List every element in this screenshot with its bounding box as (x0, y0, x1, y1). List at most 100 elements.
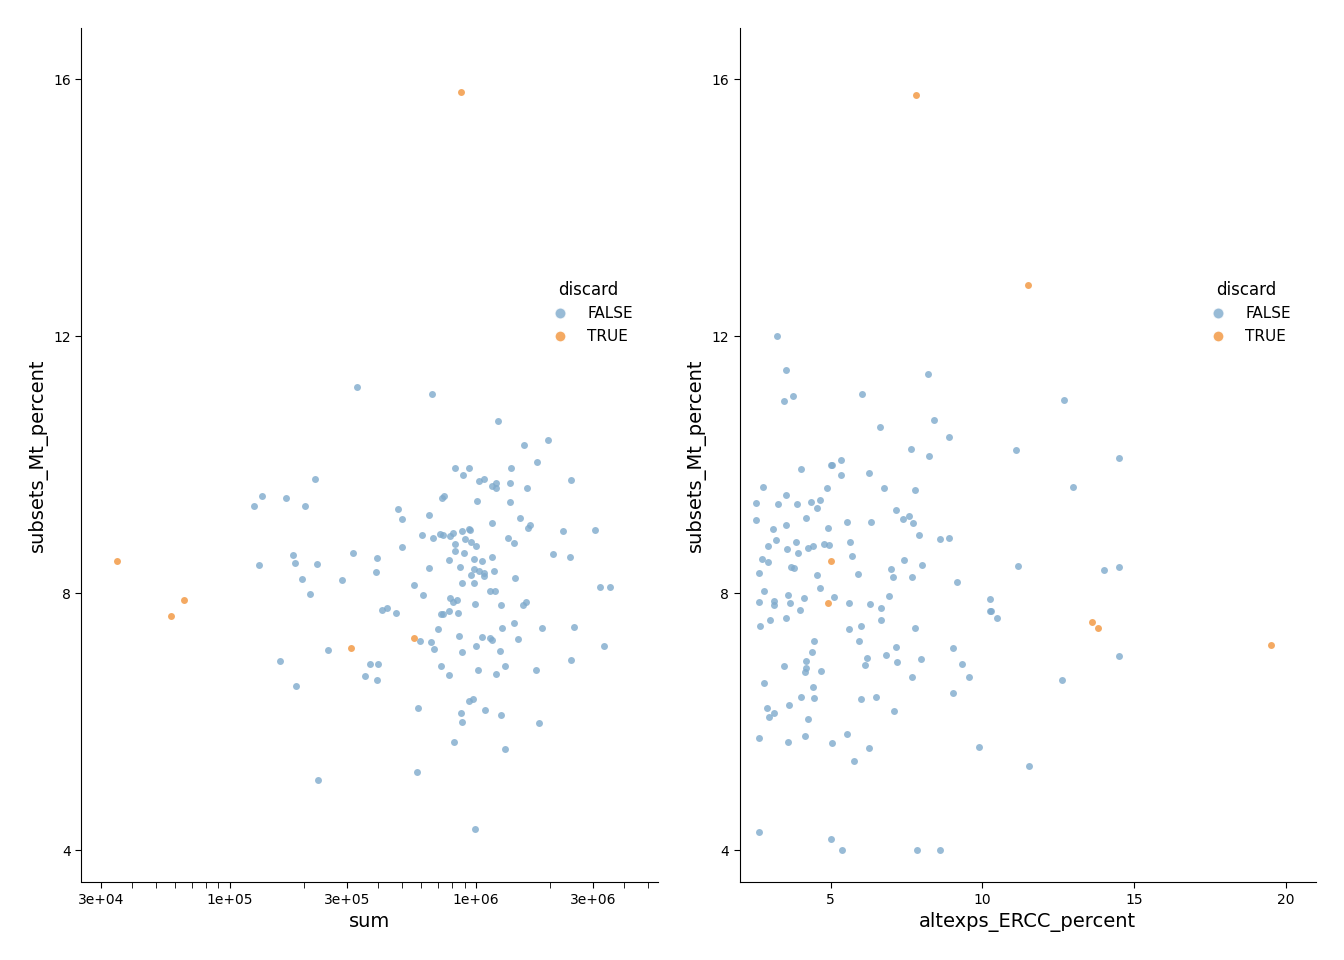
Point (911, 557, 933, 572)
Point (870, 420, 891, 435)
Point (485, 480, 507, 495)
Point (458, 693, 480, 708)
Point (875, 647, 896, 662)
Point (442, 525, 464, 540)
Point (552, 523, 574, 539)
Point (852, 386, 874, 401)
Point (460, 534, 481, 549)
Point (464, 552, 485, 567)
Point (430, 527, 452, 542)
Point (839, 595, 860, 611)
Point (430, 606, 452, 621)
Point (749, 731, 770, 746)
Point (366, 673, 387, 688)
Point (391, 512, 413, 527)
Point (418, 507, 439, 522)
Point (359, 657, 380, 672)
Point (837, 514, 859, 529)
Point (840, 534, 862, 549)
Point (481, 549, 503, 564)
Point (495, 659, 516, 674)
Point (824, 589, 845, 605)
Point (285, 555, 306, 570)
Point (884, 639, 906, 655)
Legend: FALSE, TRUE: FALSE, TRUE (539, 275, 638, 350)
Point (355, 668, 376, 684)
Point (809, 492, 831, 508)
Point (516, 481, 538, 496)
Point (418, 561, 439, 576)
Point (305, 471, 327, 487)
Point (747, 594, 769, 610)
Point (526, 661, 547, 677)
Point (504, 570, 526, 586)
Point (804, 634, 825, 649)
Point (980, 603, 1001, 618)
Point (423, 641, 445, 657)
Point (903, 516, 925, 531)
Point (821, 458, 843, 473)
Point (1109, 649, 1130, 664)
Point (856, 651, 878, 666)
Point (801, 645, 823, 660)
Point (1259, 636, 1281, 652)
Point (347, 379, 368, 395)
Point (775, 363, 797, 378)
Point (509, 511, 531, 526)
Point (340, 640, 362, 656)
Point (839, 622, 860, 637)
Point (452, 523, 473, 539)
Point (745, 513, 766, 528)
Point (367, 657, 388, 672)
Point (905, 87, 926, 103)
Point (173, 592, 195, 608)
Point (898, 509, 919, 524)
Point (478, 583, 500, 598)
Point (880, 562, 902, 577)
Point (454, 532, 476, 547)
Point (1109, 559, 1130, 574)
Point (781, 560, 802, 575)
Point (816, 480, 837, 495)
Point (452, 714, 473, 730)
Point (472, 554, 493, 569)
Point (430, 658, 452, 673)
Point (487, 414, 508, 429)
Point (517, 521, 539, 537)
Point (497, 531, 519, 546)
Y-axis label: subsets_Mt_percent: subsets_Mt_percent (28, 358, 48, 552)
Point (161, 608, 183, 623)
Point (465, 638, 487, 654)
Point (938, 430, 960, 445)
Point (462, 562, 484, 577)
Point (923, 413, 945, 428)
Point (391, 539, 413, 554)
Point (452, 645, 473, 660)
Point (482, 563, 504, 578)
Point (452, 576, 473, 591)
Point (942, 640, 964, 656)
Point (343, 545, 364, 561)
Point (409, 633, 430, 648)
Point (285, 679, 306, 694)
Point (527, 455, 548, 470)
Point (450, 84, 472, 100)
Point (866, 689, 887, 705)
Point (886, 655, 907, 670)
Point (427, 621, 449, 636)
Point (531, 620, 552, 636)
Point (903, 620, 925, 636)
Point (930, 843, 952, 858)
Point (468, 564, 489, 579)
Point (458, 521, 480, 537)
Point (788, 545, 809, 561)
Point (1007, 559, 1028, 574)
Point (1052, 393, 1074, 408)
Point (269, 654, 290, 669)
Point (794, 729, 816, 744)
Point (820, 553, 841, 568)
Point (491, 707, 512, 722)
Point (484, 584, 505, 599)
Point (806, 567, 828, 583)
Point (438, 604, 460, 619)
